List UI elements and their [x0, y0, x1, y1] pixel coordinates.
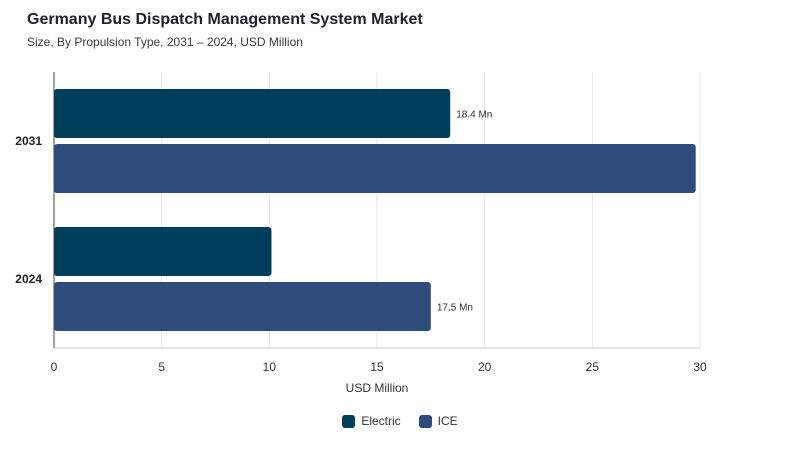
x-axis-title: USD Million [346, 381, 409, 395]
y-tick-label-2024: 2024 [15, 272, 42, 286]
x-tick-label-15: 15 [370, 360, 384, 374]
x-tick-label-25: 25 [586, 360, 600, 374]
bar-ice-2024 [54, 282, 431, 331]
x-tick-label-0: 0 [51, 360, 58, 374]
x-tick-label-5: 5 [158, 360, 165, 374]
y-tick-label-2031: 2031 [15, 134, 42, 148]
legend-swatch-ice [418, 414, 432, 428]
bar-ice-2031 [54, 144, 696, 193]
legend-item-ice[interactable]: ICE [418, 414, 458, 428]
legend-item-electric[interactable]: Electric [342, 414, 401, 428]
bar-electric-2031 [54, 89, 451, 138]
legend-label-ice: ICE [437, 414, 458, 428]
chart-legend: Electric ICE [0, 414, 800, 428]
chart-title: Germany Bus Dispatch Management System M… [27, 11, 423, 28]
legend-label-electric: Electric [361, 414, 401, 428]
chart-subtitle: Size, By Propulsion Type, 2031 – 2024, U… [27, 35, 303, 49]
legend-swatch-electric [342, 414, 356, 428]
bar-electric-2024 [54, 227, 272, 276]
x-tick-label-10: 10 [263, 360, 277, 374]
data-label-ice-2024: 17.5 Mn [437, 303, 473, 314]
x-tick-label-20: 20 [478, 360, 492, 374]
x-tick-label-30: 30 [693, 360, 707, 374]
data-label-electric-2031: 18.4 Mn [456, 110, 492, 121]
